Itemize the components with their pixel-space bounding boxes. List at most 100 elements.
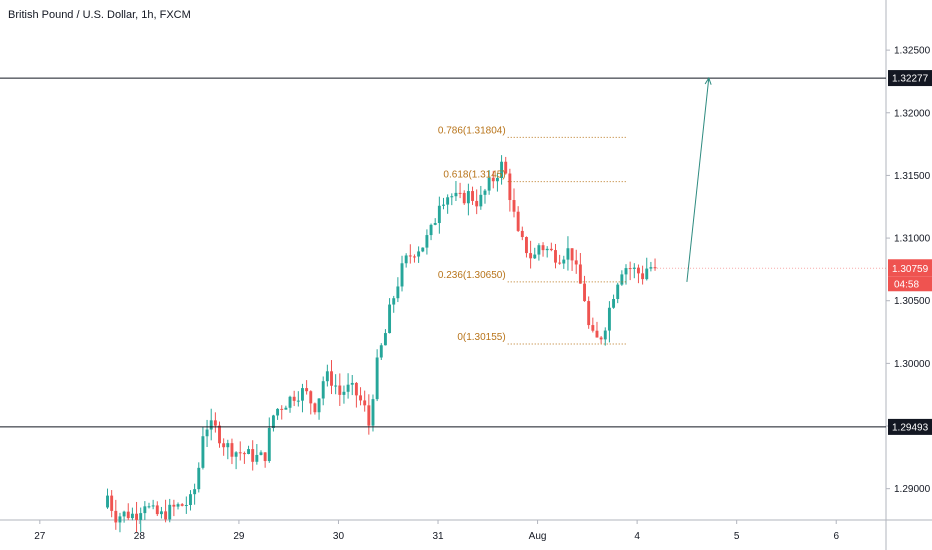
candle-body [628, 268, 632, 270]
candle-body [487, 177, 491, 191]
candle-body [512, 200, 516, 212]
candle-body [529, 253, 533, 259]
candle-body [226, 443, 230, 448]
candle-body [367, 405, 371, 426]
y-tick-label: 1.30500 [894, 296, 931, 307]
candle-body [110, 495, 114, 511]
y-tick-label: 1.31500 [894, 171, 931, 182]
candle-body [151, 505, 155, 507]
x-tick-label: 6 [833, 531, 839, 542]
candle-body [591, 325, 595, 331]
candle-body [433, 223, 437, 225]
candle-body [437, 205, 441, 224]
candle-body [155, 505, 159, 515]
candle-body [491, 177, 495, 182]
candle-body [612, 299, 616, 308]
candle-body [554, 250, 557, 263]
candle-body [396, 286, 400, 299]
candle-body [570, 248, 574, 261]
candle-body [371, 399, 375, 426]
candle-body [379, 345, 383, 358]
candle-body [334, 385, 338, 387]
candle-body [280, 408, 284, 410]
current-price-tag [888, 259, 932, 277]
candle-body [234, 452, 238, 457]
candle-body [147, 506, 151, 508]
candle-body [213, 420, 217, 426]
projection-arrow [686, 78, 710, 282]
candle-body [636, 267, 640, 274]
fib-level-label: 0(1.30155) [457, 332, 505, 343]
x-tick-label: 31 [432, 531, 444, 542]
x-tick-label: 5 [734, 531, 740, 542]
candle-body [558, 262, 562, 264]
fib-level-label: 0.786(1.31804) [438, 125, 506, 136]
candle-body [508, 173, 512, 201]
current-price-label: 1.30759 [892, 264, 929, 275]
candle-body [537, 245, 541, 255]
candle-body [520, 230, 524, 238]
x-tick-label: Aug [529, 531, 547, 542]
countdown-tag [888, 276, 932, 292]
candle-body [566, 248, 570, 260]
x-tick-label: 30 [333, 531, 345, 542]
candle-body [616, 284, 620, 300]
candle-body [350, 382, 354, 385]
candle-body [462, 192, 466, 204]
y-tick-label: 1.32000 [894, 108, 931, 119]
candle-body [413, 256, 416, 258]
candle-body [375, 357, 379, 400]
fib-level-label: 0.236(1.30650) [438, 270, 506, 281]
candle-body [641, 273, 645, 280]
candle-body [363, 400, 367, 406]
horizontal-line-tag [888, 418, 932, 435]
candle-body [209, 420, 213, 430]
candle-body [595, 330, 599, 338]
y-tick-label: 1.30000 [894, 359, 931, 370]
candle-body [574, 260, 578, 265]
candle-body [525, 237, 528, 254]
candle-body [317, 398, 321, 413]
candle-body [383, 333, 387, 346]
candle-body [495, 178, 499, 182]
candle-body [516, 211, 520, 231]
candle-body [583, 283, 586, 302]
candle-body [359, 395, 362, 401]
candle-body [321, 381, 325, 399]
candle-body [271, 415, 275, 429]
candle-body [325, 371, 329, 382]
candle-body [475, 200, 479, 207]
candle-body [330, 371, 333, 386]
candle-body [388, 304, 392, 334]
candle-body [251, 449, 255, 462]
candle-body [255, 454, 259, 462]
candle-body [541, 245, 545, 251]
candle-body [466, 191, 470, 204]
y-tick-label: 1.29000 [894, 484, 931, 495]
candle-body [159, 511, 163, 515]
fib-level-label: 0.618(1.3145) [443, 170, 505, 181]
candle-body [408, 255, 412, 257]
candle-body [259, 452, 263, 455]
candle-body [471, 191, 474, 201]
candle-body [603, 330, 607, 340]
candle-body [454, 192, 458, 197]
candle-body [342, 391, 346, 395]
candle-body [425, 235, 429, 248]
candle-body [284, 407, 288, 410]
candle-body [276, 408, 280, 416]
candle-body [296, 400, 300, 402]
candle-body [450, 196, 454, 198]
candle-body [126, 511, 130, 519]
candle-body [653, 267, 657, 269]
candle-body [139, 513, 143, 520]
candle-body [504, 161, 508, 174]
candle-body [483, 190, 487, 195]
candle-body [193, 489, 197, 495]
candle-body [458, 192, 462, 194]
x-tick-label: 4 [634, 531, 640, 542]
candle-body [135, 513, 139, 520]
candle-body [106, 495, 109, 508]
